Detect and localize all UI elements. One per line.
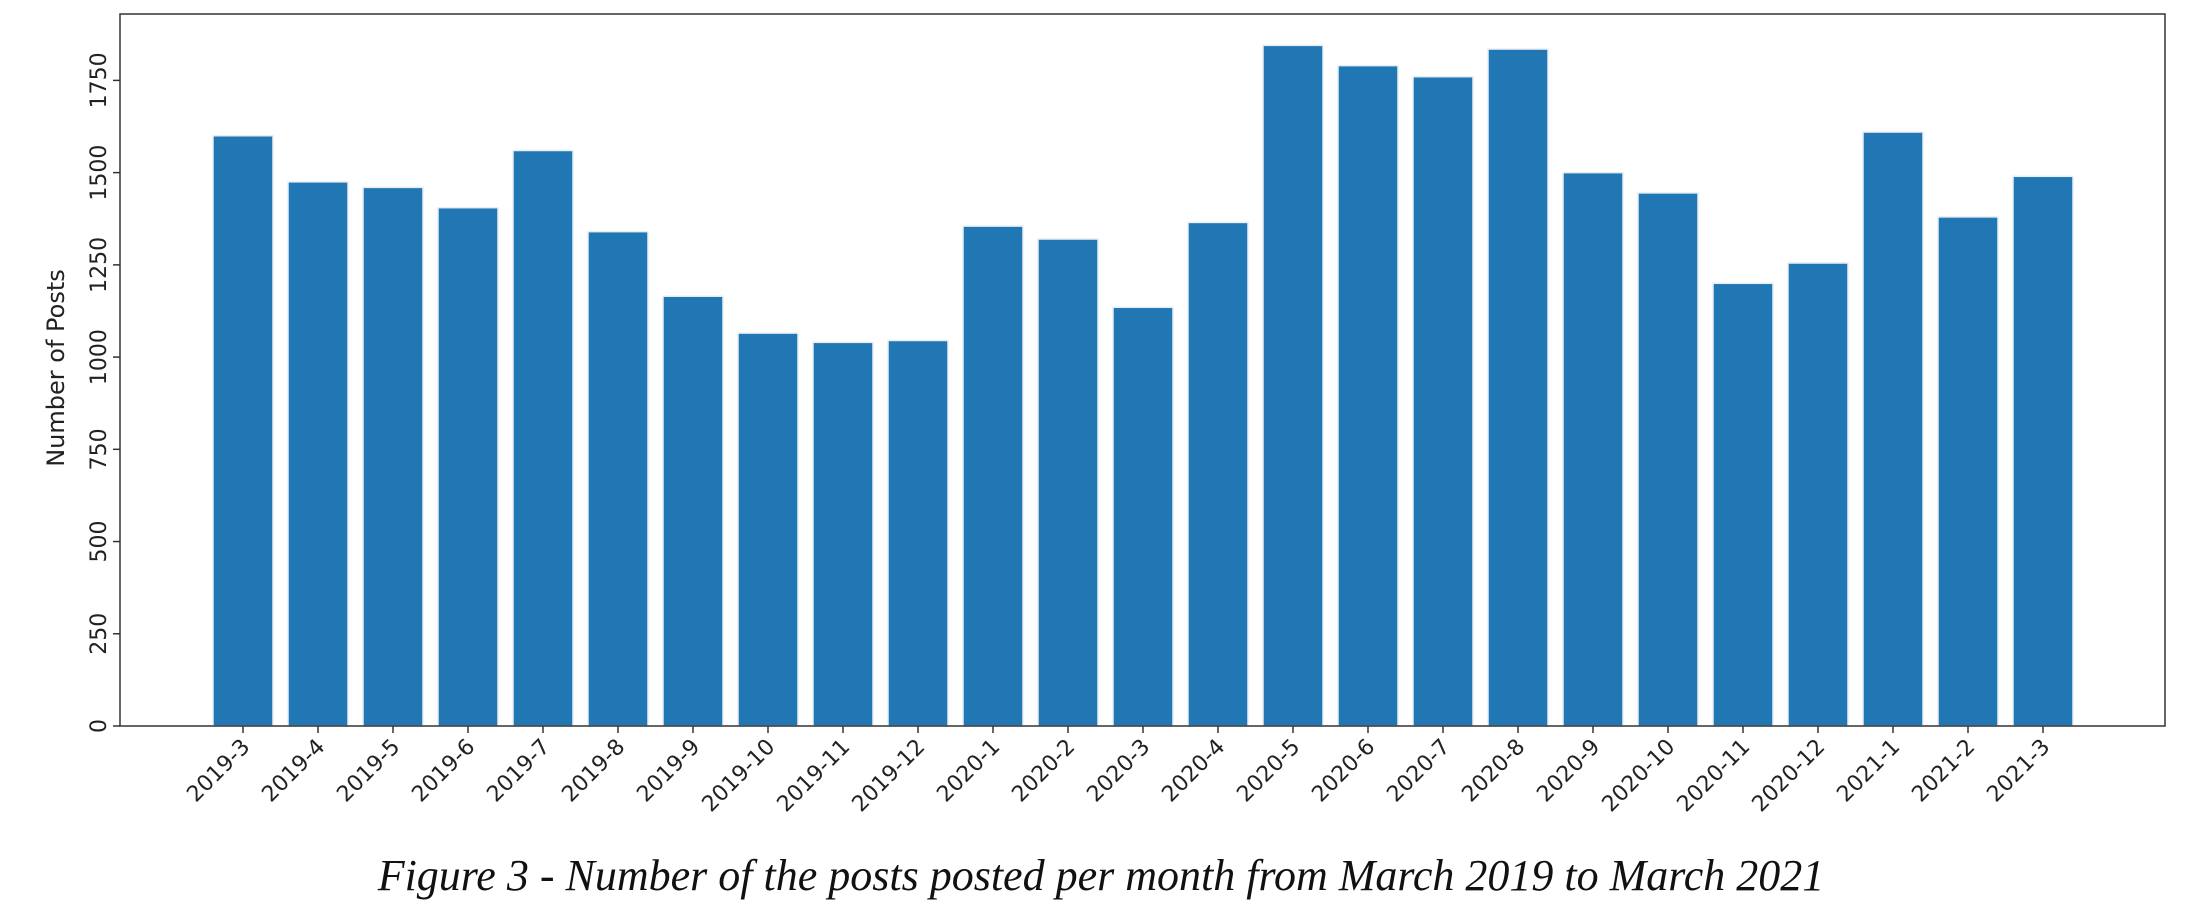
- x-tick-label: 2019-11: [773, 735, 856, 818]
- y-tick-label: 1000: [87, 329, 112, 385]
- bar-2019-9: [662, 295, 724, 727]
- x-tick-label: 2019-10: [698, 735, 781, 818]
- bar-2019-4: [287, 181, 349, 727]
- bar-2020-5: [1262, 44, 1324, 727]
- x-tick-label: 2020-2: [1007, 735, 1080, 808]
- bar-2020-6: [1337, 64, 1399, 727]
- x-tick-label: 2020-10: [1598, 735, 1681, 818]
- x-tick-label: 2020-3: [1082, 735, 1155, 808]
- x-tick-label: 2021-2: [1907, 735, 1980, 808]
- x-tick-label: 2020-12: [1748, 735, 1831, 818]
- bar-2020-1: [962, 225, 1024, 727]
- bar-2019-3: [212, 134, 274, 727]
- y-axis-label: Number of Posts: [42, 269, 70, 467]
- x-tick-label: 2019-6: [407, 735, 480, 808]
- bar-2019-12: [887, 339, 949, 727]
- bar-2020-11: [1712, 282, 1774, 727]
- bar-2021-3: [2012, 175, 2074, 727]
- bar-2019-5: [362, 186, 424, 727]
- bar-2019-10: [737, 332, 799, 727]
- bars: [212, 44, 2074, 727]
- x-tick-label: 2020-5: [1232, 735, 1305, 808]
- x-tick-label: 2019-9: [632, 735, 705, 808]
- bar-2020-7: [1412, 75, 1474, 727]
- bar-2020-2: [1037, 238, 1099, 727]
- x-tick-label: 2019-12: [848, 735, 931, 818]
- bar-2021-2: [1937, 216, 1999, 727]
- x-tick-label: 2021-1: [1832, 735, 1905, 808]
- y-tick-label: 1250: [87, 237, 112, 293]
- x-tick-label: 2019-7: [482, 735, 555, 808]
- bar-2019-7: [512, 149, 574, 727]
- y-tick-label: 500: [87, 521, 112, 563]
- y-axis-ticks: 0 250 500 750 1000 1250 1500 1750: [87, 52, 120, 733]
- y-tick-label: 1750: [87, 52, 112, 108]
- x-tick-label: 2020-9: [1532, 735, 1605, 808]
- x-tick-label: 2019-3: [182, 735, 255, 808]
- x-tick-label: 2020-6: [1307, 735, 1380, 808]
- bar-2019-8: [587, 230, 649, 727]
- bar-2019-6: [437, 206, 499, 727]
- y-tick-label: 250: [87, 613, 112, 655]
- y-tick-label: 750: [87, 428, 112, 470]
- bar-2020-3: [1112, 306, 1174, 727]
- bar-2019-11: [812, 341, 874, 727]
- bar-2020-9: [1562, 171, 1624, 727]
- y-tick-label: 1500: [87, 145, 112, 201]
- bar-2020-12: [1787, 262, 1849, 727]
- x-tick-label: 2019-8: [557, 735, 630, 808]
- bar-2021-1: [1862, 131, 1924, 727]
- plot-frame: [119, 13, 2166, 727]
- x-tick-label: 2020-11: [1673, 735, 1756, 818]
- bar-2020-10: [1637, 192, 1699, 727]
- bar-2020-4: [1187, 221, 1249, 727]
- x-tick-label: 2020-4: [1157, 735, 1230, 808]
- x-axis-ticks: 2019-3 2019-4 2019-5 2019-6 2019-7 2019-8 2019…: [182, 726, 2055, 817]
- x-tick-label: 2020-8: [1457, 735, 1530, 808]
- x-tick-label: 2020-1: [932, 735, 1005, 808]
- x-tick-label: 2019-5: [332, 735, 405, 808]
- bar-2020-8: [1487, 48, 1549, 727]
- x-tick-label: 2020-7: [1382, 735, 1455, 808]
- y-tick-label: 0: [87, 719, 112, 733]
- figure-caption: Figure 3 - Number of the posts posted pe…: [377, 851, 1825, 900]
- x-tick-label: 2019-4: [257, 735, 330, 808]
- x-tick-label: 2021-3: [1982, 735, 2055, 808]
